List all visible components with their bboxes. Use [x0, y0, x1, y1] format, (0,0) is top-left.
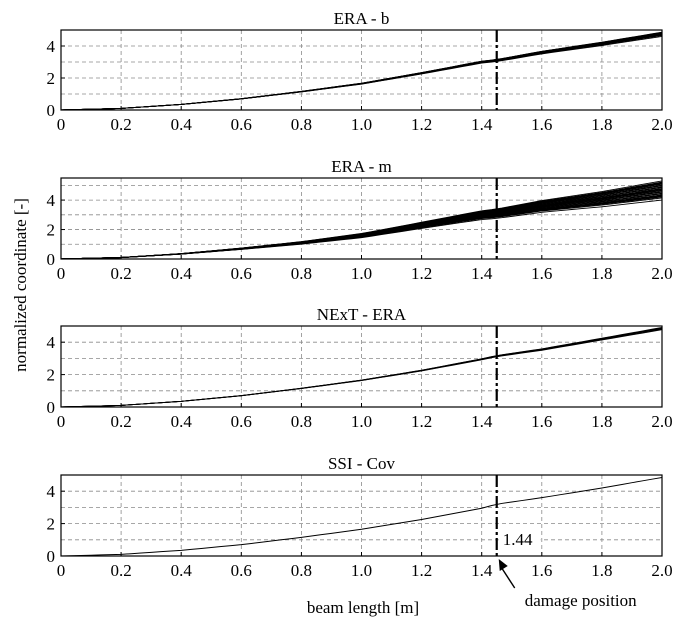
x-tick-label: 1.8 [591, 412, 612, 431]
x-tick-label: 0 [57, 264, 66, 283]
x-tick-label: 1.2 [411, 561, 432, 580]
damage-value-label: 1.44 [503, 530, 533, 549]
x-tick-label: 1.4 [471, 264, 493, 283]
panel-frame [60, 177, 663, 260]
y-tick-label: 2 [47, 69, 56, 88]
x-tick-label: 2.0 [651, 115, 672, 134]
x-tick-label: 0.4 [171, 412, 193, 431]
x-tick-label: 1.4 [471, 561, 493, 580]
series-line [61, 327, 662, 407]
x-tick-label: 1.0 [351, 264, 372, 283]
damage-arrow-head [498, 559, 508, 571]
y-tick-label: 4 [47, 333, 56, 352]
x-tick-label: 0.6 [231, 264, 252, 283]
series-line [61, 181, 662, 259]
series-band [61, 476, 662, 556]
x-tick-label: 0.6 [231, 115, 252, 134]
x-tick-label: 1.6 [531, 412, 552, 431]
damage-annotation: 1.44 damage position [498, 528, 637, 610]
x-tick-label: 0.4 [171, 115, 193, 134]
x-tick-label: 0.2 [110, 561, 131, 580]
series-line [61, 327, 662, 407]
panel-title: ERA - m [331, 157, 391, 176]
x-tick-label: 1.0 [351, 561, 372, 580]
y-tick-label: 0 [47, 101, 56, 120]
panel-2: ERA - m 0 0.2 0.4 0.6 0.8 1.0 1.2 1.4 1.6 1.8 2.0 0 2… [47, 157, 673, 283]
y-axis-label: normalized coordinate [-] [11, 198, 30, 372]
y-tick-label: 0 [47, 398, 56, 417]
panel-title: ERA - b [334, 9, 390, 28]
x-tick-label: 1.0 [351, 115, 372, 134]
panel-frame [60, 474, 663, 557]
y-tick-label: 0 [47, 547, 56, 566]
x-tick-label: 1.8 [591, 115, 612, 134]
series-line [61, 327, 662, 407]
x-axis-label: beam length [m] [307, 598, 419, 617]
x-tick-label: 0.8 [291, 561, 312, 580]
series-line [61, 31, 662, 110]
x-tick-label: 1.4 [471, 115, 493, 134]
x-tick-label: 0 [57, 115, 66, 134]
x-tick-label: 0.4 [171, 264, 193, 283]
y-tick-label: 2 [47, 221, 56, 240]
x-tick-label: 0.2 [110, 115, 131, 134]
y-tick-label: 4 [47, 37, 56, 56]
x-tick-label: 1.8 [591, 264, 612, 283]
panel-4: SSI - Cov 0 0.2 0.4 0.6 0.8 1.0 1.2 1.4 1.6 1.8 2.0… [47, 454, 673, 580]
x-tick-label: 1.0 [351, 412, 372, 431]
x-tick-label: 1.6 [531, 561, 552, 580]
x-tick-label: 1.2 [411, 264, 432, 283]
x-tick-label: 1.8 [591, 561, 612, 580]
x-tick-label: 0.4 [171, 561, 193, 580]
x-tick-label: 0.8 [291, 264, 312, 283]
x-tick-label: 2.0 [651, 412, 672, 431]
series-band [61, 180, 662, 259]
panel-1: ERA - b 0 0.2 0.4 0.6 0.8 1.0 1.2 1.4 1.6 1.8 2.0 0 2… [47, 9, 673, 134]
x-tick-label: 0.8 [291, 412, 312, 431]
y-tick-label: 0 [47, 250, 56, 269]
damage-value-bg [498, 528, 541, 550]
series-band [61, 327, 662, 407]
x-tick-label: 1.6 [531, 264, 552, 283]
y-tick-label: 4 [47, 191, 56, 210]
x-tick-label: 2.0 [651, 264, 672, 283]
x-tick-label: 1.4 [471, 412, 493, 431]
x-tick-label: 0.8 [291, 115, 312, 134]
x-tick-label: 0 [57, 561, 66, 580]
damage-arrow-line [501, 567, 516, 589]
panel-3: NExT - ERA 0 0.2 0.4 0.6 0.8 1.0 1.2 1.4 1.6 1.8 2.… [47, 305, 673, 431]
series-band [61, 31, 662, 110]
y-tick-label: 2 [47, 366, 56, 385]
panel-frame [60, 325, 663, 408]
panel-title: NExT - ERA [317, 305, 407, 324]
x-tick-label: 1.2 [411, 412, 432, 431]
x-tick-label: 0 [57, 412, 66, 431]
x-tick-label: 1.2 [411, 115, 432, 134]
x-tick-label: 0.2 [110, 264, 131, 283]
y-tick-label: 4 [47, 482, 56, 501]
x-tick-label: 2.0 [651, 561, 672, 580]
panel-frame [60, 29, 663, 111]
x-tick-label: 0.6 [231, 561, 252, 580]
x-tick-label: 0.2 [110, 412, 131, 431]
y-tick-label: 2 [47, 515, 56, 534]
panel-title: SSI - Cov [328, 454, 396, 473]
x-tick-label: 1.6 [531, 115, 552, 134]
damage-position-label: damage position [525, 591, 637, 610]
series-line [61, 476, 662, 556]
x-tick-label: 0.6 [231, 412, 252, 431]
